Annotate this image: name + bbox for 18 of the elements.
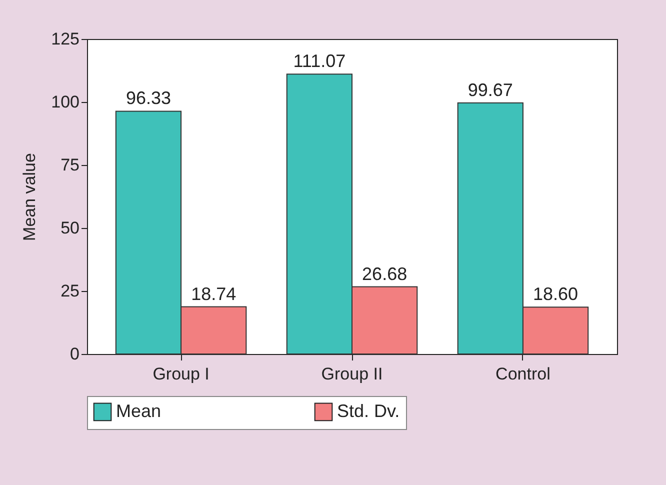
- y-axis-title: Mean value: [20, 153, 40, 241]
- y-tick-label: 50: [60, 218, 80, 238]
- data-label: 96.33: [126, 88, 171, 108]
- legend-label: Std. Dv.: [337, 400, 400, 421]
- y-tick-label: 25: [60, 282, 80, 300]
- legend-label: Mean: [116, 400, 162, 421]
- data-label: 26.68: [362, 264, 408, 284]
- data-label: 99.67: [468, 80, 513, 100]
- data-label: 111.07: [293, 51, 346, 72]
- y-tick-label: 75: [60, 156, 80, 174]
- y-tick-label: 100: [51, 92, 80, 112]
- data-label: 18.60: [533, 284, 578, 304]
- data-label: 18.74: [191, 284, 236, 304]
- x-tick-label: Group II: [321, 364, 383, 384]
- y-tick-label: 125: [51, 30, 80, 48]
- y-tick-label: 0: [70, 344, 80, 364]
- x-tick-label: Control: [496, 364, 550, 384]
- x-tick-label: Group I: [152, 364, 210, 384]
